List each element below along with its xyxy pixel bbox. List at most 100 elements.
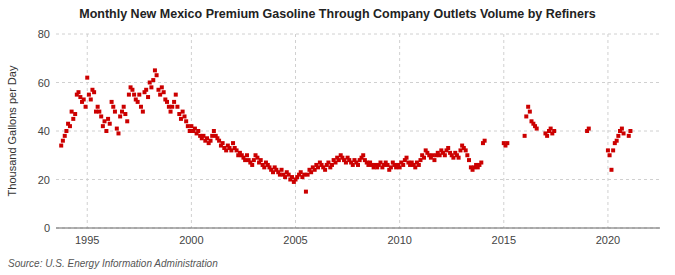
point	[205, 136, 209, 140]
point	[609, 168, 613, 172]
point	[210, 134, 214, 138]
y-grid-line	[56, 34, 660, 35]
point	[92, 90, 96, 94]
point	[59, 144, 63, 148]
point	[464, 148, 468, 152]
point	[465, 153, 469, 157]
x-tick-label: 2005	[283, 234, 307, 246]
point	[184, 119, 188, 123]
point	[616, 134, 620, 138]
y-tick-label: 60	[38, 77, 50, 89]
tick-labels: 020406080199520002005201020152020	[38, 28, 620, 246]
y-tick-label: 0	[44, 222, 50, 234]
annotation: Source: U.S. Energy Information Administ…	[8, 258, 218, 269]
x-tick-label: 1995	[75, 234, 99, 246]
point	[165, 100, 169, 104]
point	[221, 141, 225, 145]
point	[280, 168, 284, 172]
point	[615, 139, 619, 143]
point	[155, 73, 159, 77]
point	[139, 105, 143, 109]
y-grid-line	[56, 131, 660, 132]
point	[378, 161, 382, 165]
point	[123, 112, 127, 116]
point	[179, 117, 183, 121]
point	[73, 112, 77, 116]
point	[196, 129, 200, 133]
point	[149, 85, 153, 89]
point	[181, 110, 185, 114]
point	[125, 119, 129, 123]
x-grid-line	[87, 34, 88, 228]
point	[552, 129, 556, 133]
point	[110, 100, 114, 104]
point	[96, 105, 100, 109]
y-tick-label: 20	[38, 174, 50, 186]
point	[483, 139, 487, 143]
point	[108, 122, 112, 126]
point	[113, 110, 117, 114]
point	[535, 127, 539, 131]
y-axis-label: Thousand Gallons per Day	[6, 65, 18, 196]
point	[418, 158, 422, 162]
point	[413, 165, 417, 169]
point	[104, 129, 108, 133]
point	[389, 165, 393, 169]
point	[245, 153, 249, 157]
point	[70, 110, 74, 114]
title: Monthly New Mexico Premium Gasoline Thro…	[79, 7, 596, 21]
point	[99, 114, 103, 118]
point	[262, 165, 266, 169]
x-grid-line	[295, 34, 296, 228]
point	[63, 134, 67, 138]
point	[89, 97, 93, 101]
point	[201, 134, 205, 138]
point	[71, 117, 75, 121]
point	[141, 110, 145, 114]
point	[524, 114, 528, 118]
point	[620, 127, 624, 131]
point	[608, 153, 612, 157]
point	[351, 163, 355, 167]
point	[64, 129, 68, 133]
point	[401, 163, 405, 167]
point	[622, 131, 626, 135]
point	[97, 110, 101, 114]
point	[479, 161, 483, 165]
x-grid-line	[607, 34, 608, 228]
point	[106, 117, 110, 121]
x-grid-line	[503, 34, 504, 228]
point	[137, 93, 141, 97]
point	[398, 165, 402, 169]
point	[132, 93, 136, 97]
point	[76, 90, 80, 94]
point	[101, 124, 105, 128]
y-grid-line	[56, 228, 660, 229]
point	[457, 156, 461, 160]
point	[183, 114, 187, 118]
point	[217, 139, 221, 143]
point	[361, 153, 365, 157]
point	[611, 148, 615, 152]
point	[84, 105, 88, 109]
point	[306, 173, 310, 177]
point	[422, 156, 426, 160]
point	[587, 127, 591, 131]
x-tick-label: 2020	[596, 234, 620, 246]
point	[209, 139, 213, 143]
point	[309, 170, 313, 174]
y-tick-label: 40	[38, 125, 50, 137]
point	[174, 93, 178, 97]
point	[505, 141, 509, 145]
point	[127, 93, 131, 97]
point	[337, 158, 341, 162]
x-grid-line	[399, 34, 400, 228]
point	[356, 163, 360, 167]
point	[87, 93, 91, 97]
point	[283, 175, 287, 179]
point	[431, 153, 435, 157]
point	[526, 105, 530, 109]
point	[330, 163, 334, 167]
x-tick-label: 2000	[179, 234, 203, 246]
point	[162, 90, 166, 94]
